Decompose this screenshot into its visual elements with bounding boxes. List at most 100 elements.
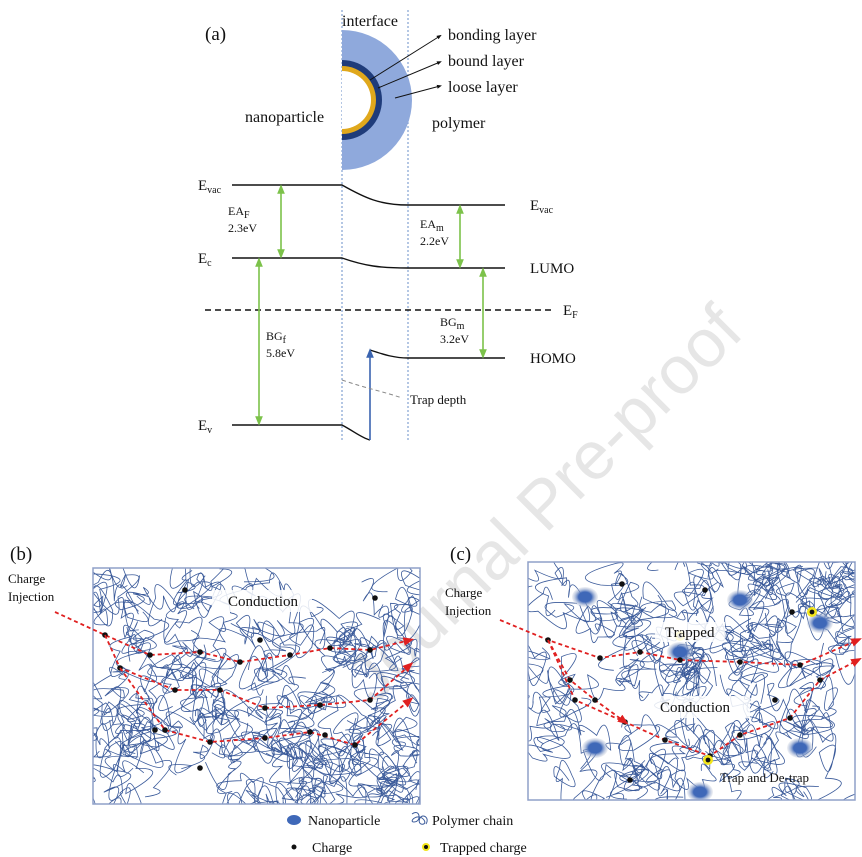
- charge: [217, 687, 223, 693]
- charge: [237, 659, 243, 665]
- sub: F: [572, 310, 578, 321]
- legend-nanoparticle: [287, 815, 301, 825]
- charge: [787, 715, 793, 721]
- charge: [797, 662, 803, 668]
- legend-trapped-core: [424, 845, 428, 849]
- charge: [737, 659, 743, 665]
- main: E: [198, 418, 207, 434]
- polymer-chain: [762, 537, 799, 590]
- charge: [567, 677, 573, 683]
- injection-label: Injection: [445, 603, 492, 618]
- nanoparticle: [687, 782, 713, 802]
- nanoparticle: [572, 587, 598, 607]
- charge: [367, 697, 373, 703]
- sub: vac: [539, 205, 553, 216]
- trapped-charge-core: [810, 610, 815, 615]
- gap-value: 2.3eV: [228, 221, 257, 235]
- legend-label: Nanoparticle: [308, 814, 380, 829]
- sub: m: [436, 223, 444, 234]
- polymer-chain: [473, 638, 534, 716]
- panel-label: (c): [450, 544, 471, 565]
- polymer-label: polymer: [432, 115, 486, 132]
- charge: [597, 655, 603, 661]
- charge: [352, 742, 358, 748]
- polymer-chain: [526, 587, 614, 643]
- legend-polymer: [412, 813, 427, 825]
- sub: c: [207, 258, 212, 269]
- charge: [172, 687, 178, 693]
- level-label: LUMO: [530, 261, 574, 277]
- polymer-chain: [44, 695, 100, 760]
- charge: [317, 702, 323, 708]
- gap-value: 5.8eV: [266, 346, 295, 360]
- charge: [627, 777, 633, 783]
- polymer-chain: [412, 695, 531, 768]
- charge: [262, 735, 268, 741]
- legend-label: Charge: [312, 841, 352, 856]
- polymer-chain: [380, 765, 422, 824]
- charge: [677, 657, 683, 663]
- charge: [619, 581, 625, 587]
- charge: [789, 609, 795, 615]
- vacuum-level: [232, 185, 505, 205]
- charge: [662, 737, 668, 743]
- conduction-label: Conduction: [660, 700, 730, 716]
- polymer-chain: [776, 805, 813, 857]
- charge: [322, 732, 328, 738]
- charge: [162, 727, 168, 733]
- trapped-label: Trapped: [665, 625, 715, 641]
- interface-label: interface: [342, 13, 398, 30]
- layer-label: bonding layer: [448, 27, 537, 44]
- panel-label: (a): [205, 24, 226, 45]
- charge: [287, 652, 293, 658]
- polymer-chain: [102, 731, 153, 832]
- polymer-chain: [648, 539, 716, 611]
- charge: [197, 649, 203, 655]
- nanoparticle-label: nanoparticle: [245, 109, 324, 126]
- main: BG: [266, 329, 283, 343]
- polymer-chain: [630, 485, 718, 559]
- charge: [772, 697, 778, 703]
- gap-label: EAF: [228, 204, 250, 221]
- charge: [592, 697, 598, 703]
- polymer-chain: [200, 704, 253, 757]
- level-label: Evac: [530, 198, 554, 216]
- level-label: Ec: [198, 251, 212, 269]
- main: E: [198, 178, 207, 194]
- layer-label: loose layer: [448, 79, 518, 96]
- gap-label: BGf: [266, 329, 287, 346]
- legend-label: Polymer chain: [432, 814, 513, 829]
- trap-label: Trap depth: [410, 392, 467, 407]
- charge: [152, 727, 158, 733]
- gap-label: BGm: [440, 315, 465, 332]
- nanoparticle: [727, 590, 753, 610]
- trap-curve: [342, 380, 402, 398]
- sub: vac: [207, 185, 221, 196]
- trapped-charge-core: [706, 758, 711, 763]
- gap-value: 3.2eV: [440, 332, 469, 346]
- nanoparticle: [787, 738, 813, 758]
- homo-level: [370, 350, 505, 358]
- valence-level: [232, 425, 370, 440]
- level-label: HOMO: [530, 351, 576, 367]
- gap-labels: EAF 2.3eV BGf 5.8eV EAm 2.2eV BGm 3.2eV: [228, 204, 469, 360]
- level-label: Ev: [198, 418, 212, 436]
- polymer-chain: [796, 524, 862, 580]
- sub: v: [207, 425, 212, 436]
- polymer-chain: [846, 523, 862, 603]
- injection-label: Charge: [8, 571, 46, 586]
- trap-detrap-label: Trap and De-trap: [720, 770, 809, 785]
- main: BG: [440, 315, 457, 329]
- polymer-chain: [53, 667, 124, 724]
- polymer-chain: [676, 512, 770, 586]
- charge: [702, 587, 708, 593]
- conduction-label: Conduction: [228, 594, 298, 610]
- polymer-chain: [695, 449, 747, 573]
- charge: [637, 649, 643, 655]
- charge: [197, 765, 203, 771]
- main: EA: [228, 204, 244, 218]
- figure: Journal Pre-proof (a) interface bonding …: [0, 0, 862, 857]
- charge: [817, 677, 823, 683]
- charge: [307, 729, 313, 735]
- charge: [572, 697, 578, 703]
